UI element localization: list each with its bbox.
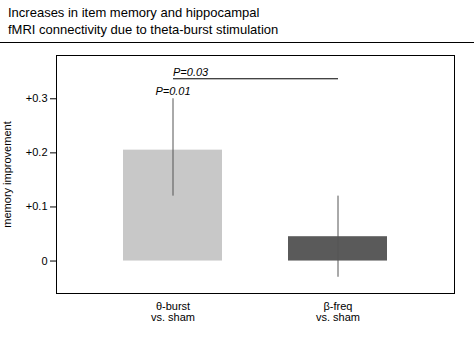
- html-text:Increases in item memory and h: Increases in item memory and hippocampal…: [8, 5, 279, 37]
- svg-text:+0.3: +0.3: [26, 92, 48, 104]
- svg-text:+0.2: +0.2: [26, 146, 48, 158]
- svg-text:+0.1: +0.1: [26, 200, 48, 212]
- svg-text:θ-burstvs. sham: θ-burstvs. sham: [151, 300, 195, 323]
- svg-text:P=0.03: P=0.03: [173, 66, 209, 78]
- svg-text:memory improvement: memory improvement: [1, 121, 13, 227]
- svg-text:0: 0: [41, 255, 47, 267]
- svg-text:β-freqvs. sham: β-freqvs. sham: [316, 300, 360, 323]
- svg-text:P=0.01: P=0.01: [155, 85, 190, 97]
